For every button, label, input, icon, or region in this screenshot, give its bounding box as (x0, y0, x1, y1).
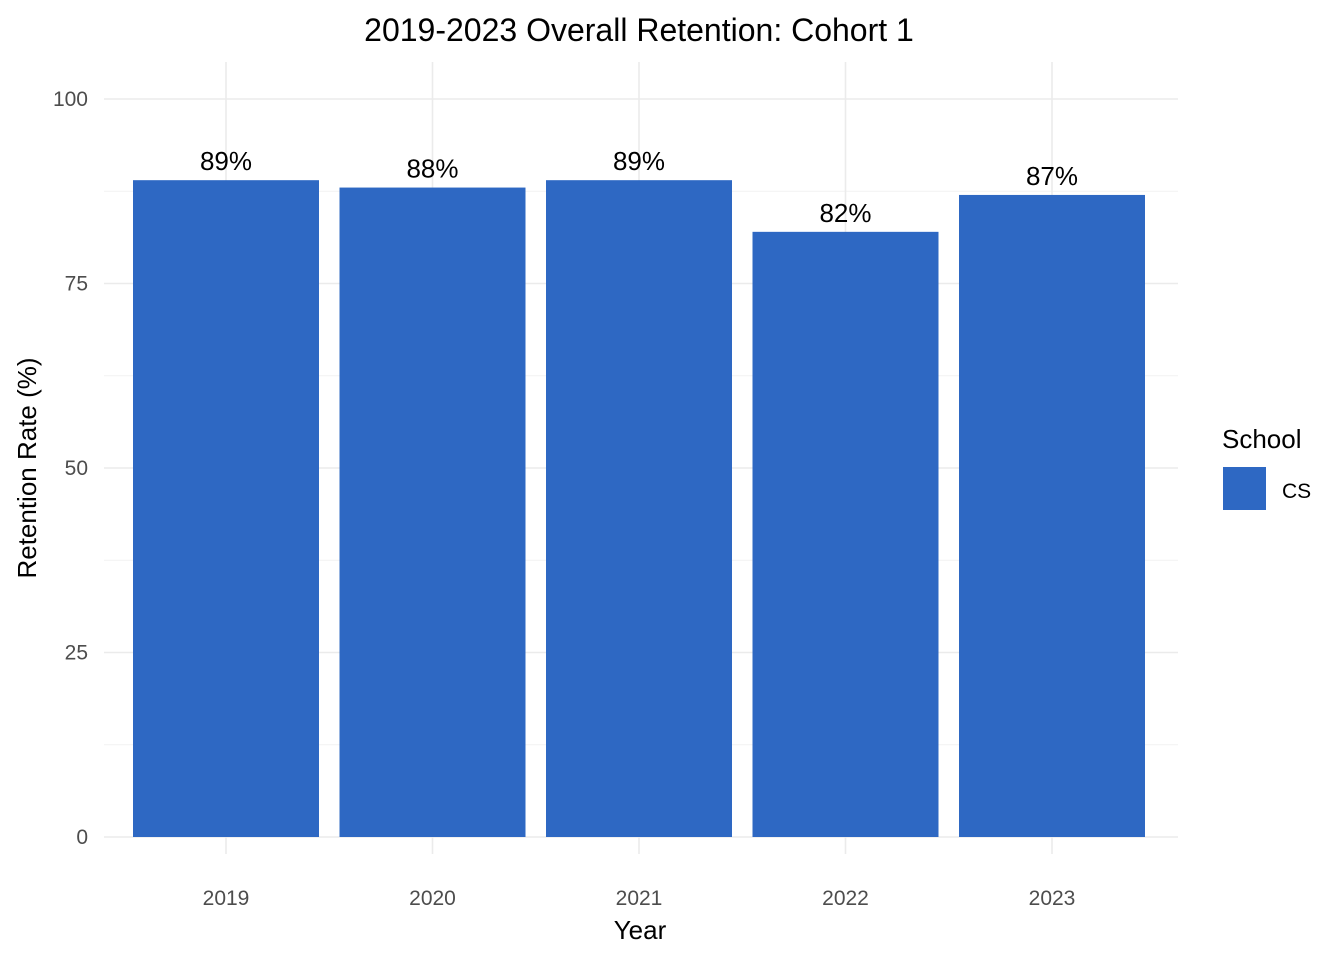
legend-swatch-cs (1223, 467, 1266, 510)
x-tick-label: 2021 (616, 887, 663, 910)
legend-label-cs: CS (1282, 480, 1311, 503)
data-label-2019: 89% (200, 146, 252, 176)
chart-title: 2019-2023 Overall Retention: Cohort 1 (364, 12, 914, 48)
x-axis-title: Year (614, 915, 667, 945)
data-label-2021: 89% (613, 146, 665, 176)
y-tick-label: 75 (65, 273, 88, 296)
bar-2020 (339, 187, 526, 837)
bar-2022 (752, 231, 939, 838)
data-label-2023: 87% (1026, 161, 1078, 191)
legend-title: School (1222, 424, 1302, 454)
y-tick-label: 0 (76, 826, 88, 849)
y-tick-label: 50 (65, 457, 88, 480)
y-tick-label: 100 (53, 88, 88, 111)
bars (133, 180, 1145, 838)
y-axis-ticks: 0 25 50 75 100 (53, 88, 88, 849)
x-axis-ticks: 2019 2020 2021 2022 2023 (203, 887, 1076, 910)
bar-2023 (959, 194, 1145, 837)
x-tick-label: 2022 (822, 887, 869, 910)
data-labels: 89% 88% 89% 82% 87% (200, 146, 1078, 228)
x-tick-label: 2019 (203, 887, 250, 910)
x-tick-label: 2020 (409, 887, 456, 910)
bar-2021 (546, 180, 732, 837)
legend: School CS (1222, 424, 1311, 510)
data-label-2020: 88% (406, 154, 458, 184)
data-label-2022: 82% (819, 198, 871, 228)
y-tick-label: 25 (65, 642, 88, 665)
bar-2019 (133, 180, 319, 837)
y-axis-title: Retention Rate (%) (12, 357, 42, 578)
x-tick-label: 2023 (1029, 887, 1076, 910)
